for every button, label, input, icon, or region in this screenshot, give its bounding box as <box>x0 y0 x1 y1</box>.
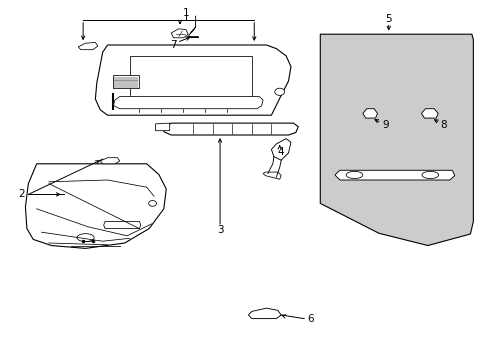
Polygon shape <box>421 109 437 118</box>
Polygon shape <box>171 29 188 38</box>
Text: 1: 1 <box>182 8 189 18</box>
Text: 3: 3 <box>216 225 223 235</box>
Polygon shape <box>100 158 120 164</box>
Polygon shape <box>129 56 251 104</box>
Polygon shape <box>163 123 298 135</box>
Polygon shape <box>263 172 281 179</box>
Text: 8: 8 <box>440 120 447 130</box>
Polygon shape <box>248 308 281 319</box>
Polygon shape <box>25 164 166 248</box>
Polygon shape <box>271 139 290 160</box>
Polygon shape <box>95 45 290 115</box>
Ellipse shape <box>77 234 94 242</box>
Bar <box>113 75 139 88</box>
Polygon shape <box>334 170 454 180</box>
Polygon shape <box>320 34 472 246</box>
Ellipse shape <box>421 171 438 179</box>
Polygon shape <box>362 109 377 118</box>
Text: 9: 9 <box>381 120 388 130</box>
Circle shape <box>148 201 156 206</box>
Polygon shape <box>113 96 263 109</box>
Text: 5: 5 <box>385 14 391 24</box>
Text: 2: 2 <box>19 189 25 199</box>
Text: 4: 4 <box>277 147 284 157</box>
Polygon shape <box>103 221 141 229</box>
Circle shape <box>274 88 284 95</box>
Ellipse shape <box>346 171 362 179</box>
Polygon shape <box>78 42 98 50</box>
Text: 7: 7 <box>170 40 177 50</box>
Text: 6: 6 <box>306 314 313 324</box>
Polygon shape <box>155 123 169 131</box>
